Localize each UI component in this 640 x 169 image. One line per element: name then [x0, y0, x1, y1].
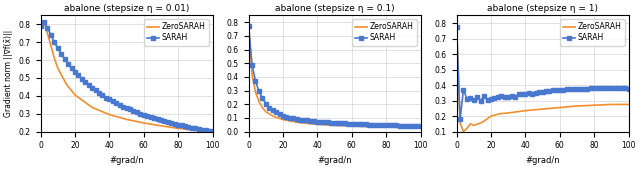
- ZeroSARAH: [625, 103, 632, 105]
- ZeroSARAH: [106, 114, 113, 116]
- SARAH: [369, 124, 376, 126]
- ZeroSARAH: [71, 94, 79, 96]
- ZeroSARAH: [47, 45, 55, 47]
- Y-axis label: Gradient norm ||∇f(x̄)||: Gradient norm ||∇f(x̄)||: [4, 30, 13, 117]
- SARAH: [580, 88, 588, 90]
- SARAH: [417, 125, 424, 127]
- ZeroSARAH: [590, 104, 598, 106]
- ZeroSARAH: [271, 116, 278, 118]
- SARAH: [95, 92, 103, 94]
- Line: ZeroSARAH: ZeroSARAH: [248, 26, 420, 128]
- SARAH: [92, 89, 99, 91]
- SARAH: [205, 130, 213, 132]
- ZeroSARAH: [259, 107, 266, 109]
- ZeroSARAH: [452, 26, 460, 28]
- ZeroSARAH: [331, 124, 339, 126]
- SARAH: [410, 125, 417, 127]
- SARAH: [570, 88, 577, 90]
- Legend: ZeroSARAH, SARAH: ZeroSARAH, SARAH: [560, 19, 625, 46]
- ZeroSARAH: [51, 57, 58, 59]
- SARAH: [154, 118, 161, 120]
- ZeroSARAH: [348, 125, 356, 127]
- ZeroSARAH: [417, 127, 424, 129]
- ZeroSARAH: [140, 122, 148, 124]
- ZeroSARAH: [255, 100, 263, 102]
- ZeroSARAH: [157, 125, 164, 127]
- ZeroSARAH: [382, 126, 390, 128]
- SARAH: [36, 25, 44, 27]
- SARAH: [621, 87, 629, 89]
- ZeroSARAH: [252, 91, 259, 93]
- ZeroSARAH: [487, 115, 495, 117]
- SARAH: [452, 26, 460, 28]
- ZeroSARAH: [191, 129, 199, 131]
- ZeroSARAH: [174, 127, 182, 129]
- SARAH: [508, 95, 515, 97]
- ZeroSARAH: [123, 118, 131, 120]
- Title: abalone (stepsize η = 0.1): abalone (stepsize η = 0.1): [275, 4, 394, 13]
- Line: ZeroSARAH: ZeroSARAH: [40, 22, 212, 132]
- ZeroSARAH: [44, 32, 51, 34]
- Line: ZeroSARAH: ZeroSARAH: [456, 27, 628, 131]
- ZeroSARAH: [573, 105, 581, 107]
- SARAH: [244, 25, 252, 27]
- ZeroSARAH: [63, 83, 70, 85]
- SARAH: [625, 88, 632, 90]
- ZeroSARAH: [209, 131, 216, 133]
- ZeroSARAH: [365, 126, 373, 128]
- Legend: ZeroSARAH, SARAH: ZeroSARAH, SARAH: [352, 19, 417, 46]
- ZeroSARAH: [54, 67, 61, 69]
- ZeroSARAH: [467, 123, 474, 125]
- Line: SARAH: SARAH: [39, 20, 214, 133]
- ZeroSARAH: [463, 127, 471, 129]
- ZeroSARAH: [314, 123, 321, 125]
- SARAH: [296, 118, 304, 120]
- ZeroSARAH: [456, 122, 464, 124]
- ZeroSARAH: [496, 113, 504, 115]
- ZeroSARAH: [279, 118, 287, 120]
- X-axis label: #grad/n: #grad/n: [317, 156, 352, 165]
- SARAH: [511, 96, 519, 98]
- SARAH: [40, 21, 48, 23]
- Legend: ZeroSARAH, SARAH: ZeroSARAH, SARAH: [144, 19, 209, 46]
- ZeroSARAH: [262, 111, 269, 113]
- ZeroSARAH: [607, 103, 615, 105]
- ZeroSARAH: [88, 106, 96, 108]
- ZeroSARAH: [539, 108, 547, 110]
- SARAH: [283, 116, 291, 118]
- Title: abalone (stepsize η = 0.01): abalone (stepsize η = 0.01): [64, 4, 189, 13]
- SARAH: [358, 123, 366, 125]
- SARAH: [78, 78, 86, 80]
- ZeroSARAH: [522, 110, 529, 112]
- ZeroSARAH: [244, 25, 252, 27]
- ZeroSARAH: [399, 126, 407, 128]
- Line: SARAH: SARAH: [247, 24, 422, 128]
- SARAH: [209, 130, 216, 132]
- ZeroSARAH: [479, 121, 486, 123]
- ZeroSARAH: [36, 25, 44, 27]
- SARAH: [164, 121, 172, 123]
- ZeroSARAH: [460, 130, 467, 132]
- SARAH: [300, 119, 307, 121]
- X-axis label: #grad/n: #grad/n: [109, 156, 144, 165]
- SARAH: [456, 118, 464, 120]
- ZeroSARAH: [470, 124, 477, 126]
- ZeroSARAH: [248, 73, 256, 75]
- Line: SARAH: SARAH: [455, 25, 630, 121]
- ZeroSARAH: [504, 112, 512, 114]
- X-axis label: #grad/n: #grad/n: [525, 156, 560, 165]
- Title: abalone (stepsize η = 1): abalone (stepsize η = 1): [487, 4, 598, 13]
- ZeroSARAH: [556, 106, 564, 108]
- SARAH: [413, 125, 421, 127]
- SARAH: [494, 96, 502, 99]
- ZeroSARAH: [296, 122, 304, 124]
- ZeroSARAH: [40, 21, 48, 23]
- ZeroSARAH: [288, 120, 296, 122]
